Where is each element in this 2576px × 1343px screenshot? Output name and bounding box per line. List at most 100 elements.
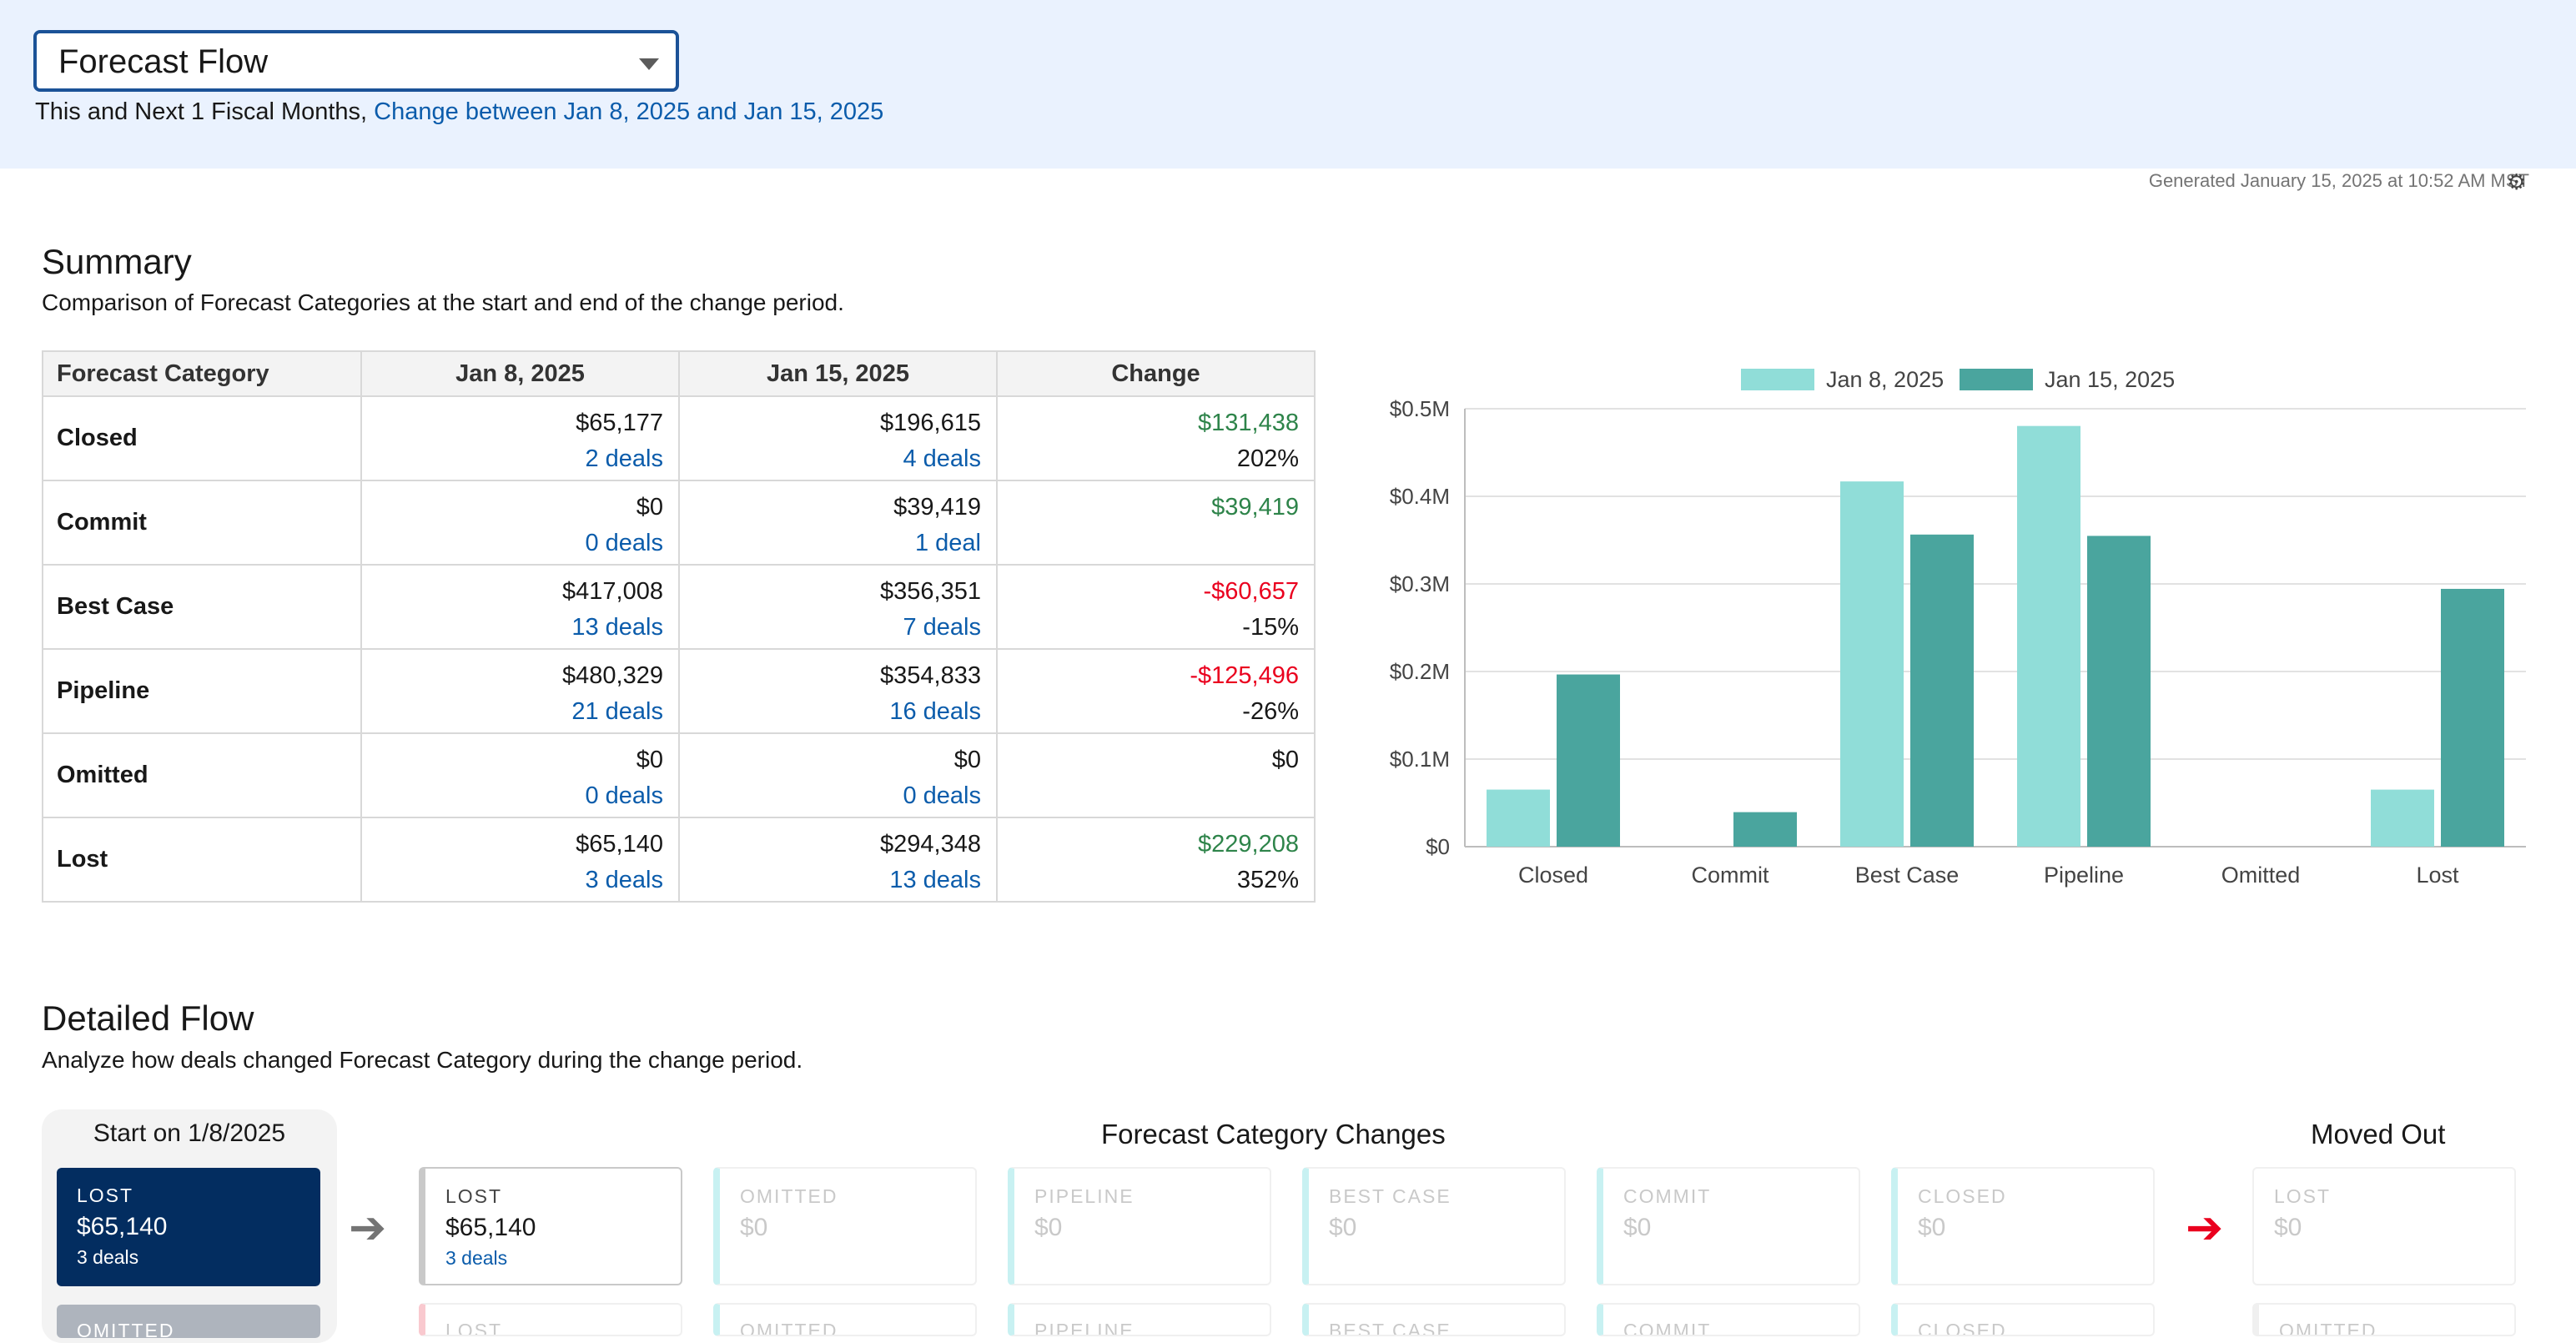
card-deals: 3 deals <box>77 1246 139 1268</box>
change-amount: $131,438 <box>1198 410 1299 436</box>
end-deals-link[interactable]: 0 deals <box>903 782 981 809</box>
bar-lost-series-1[interactable] <box>2441 588 2504 847</box>
start-deals-link[interactable]: 21 deals <box>571 698 663 725</box>
next-row-card[interactable]: LOST <box>419 1303 682 1336</box>
table-row: Omitted $0 0 deals $0 0 deals $0 <box>42 732 1316 818</box>
change-amount: $39,419 <box>1211 494 1299 521</box>
end-cell: $39,419 1 deal <box>678 480 998 566</box>
stay-card-lost[interactable]: LOST $65,140 3 deals <box>419 1167 682 1285</box>
bar-commit-series-1[interactable] <box>1733 812 1797 847</box>
start-deals-link[interactable]: 3 deals <box>585 867 663 893</box>
end-cell: $0 0 deals <box>678 732 998 818</box>
moved-out-card-lost[interactable]: LOST $0 <box>2252 1167 2516 1285</box>
card-title: LOST <box>2274 1185 2332 1207</box>
start-deals-link[interactable]: 0 deals <box>585 782 663 809</box>
table-row: Lost $65,140 3 deals $294,348 13 deals $229,2… <box>42 817 1316 903</box>
change-percent: -26% <box>1242 698 1299 725</box>
change-cell: -$125,496 -26% <box>996 648 1316 734</box>
card-title: BEST CASE <box>1329 1320 1452 1336</box>
changes-title: Forecast Category Changes <box>1101 1119 1446 1149</box>
start-card-lost[interactable]: LOST $65,140 3 deals <box>57 1168 320 1286</box>
change-amount: -$60,657 <box>1203 578 1300 605</box>
summary-title: Summary <box>42 242 192 281</box>
card-amount: $0 <box>1623 1214 1652 1241</box>
end-deals-link[interactable]: 13 deals <box>889 867 981 893</box>
y-tick-label: $0.5M <box>1390 396 1450 421</box>
next-row-card[interactable]: COMMIT <box>1597 1303 1860 1336</box>
row-category: Commit <box>42 480 362 566</box>
card-amount: $65,140 <box>445 1214 536 1241</box>
start-deals-link[interactable]: 2 deals <box>585 445 663 472</box>
legend-swatch[interactable] <box>1741 369 1814 390</box>
card-title: PIPELINE <box>1034 1185 1135 1207</box>
table-row: Best Case $417,008 13 deals $356,351 7 deals… <box>42 564 1316 650</box>
bar-best-case-series-1[interactable] <box>1910 534 1974 847</box>
end-cell: $196,615 4 deals <box>678 395 998 481</box>
card-amount: $0 <box>2274 1214 2302 1241</box>
col-header-category: Forecast Category <box>42 350 362 397</box>
end-deals-link[interactable]: 7 deals <box>903 614 981 641</box>
legend-swatch[interactable] <box>1960 369 2033 390</box>
y-tick-label: $0.2M <box>1390 659 1450 684</box>
change-card-best-case[interactable]: BEST CASE $0 <box>1302 1167 1566 1285</box>
detailed-flow-description: Analyze how deals changed Forecast Categ… <box>42 1047 803 1073</box>
change-cell: $0 <box>996 732 1316 818</box>
next-row-card[interactable]: BEST CASE <box>1302 1303 1566 1336</box>
card-title: OMITTED <box>77 1320 175 1338</box>
card-amount: $0 <box>1329 1214 1357 1241</box>
next-row-card[interactable]: PIPELINE <box>1008 1303 1271 1336</box>
card-amount: $65,140 <box>77 1213 168 1240</box>
change-period-link[interactable]: Change between Jan 8, 2025 and Jan 15, 2… <box>374 98 884 125</box>
generated-timestamp: Generated January 15, 2025 at 10:52 AM M… <box>2148 170 2529 191</box>
legend-label: Jan 15, 2025 <box>2045 367 2175 392</box>
gear-icon[interactable]: ⚙ <box>2507 169 2527 194</box>
start-cell: $417,008 13 deals <box>360 564 680 650</box>
x-tick-label: Commit <box>1692 863 1769 888</box>
card-amount: $0 <box>1034 1214 1063 1241</box>
card-title: LOST <box>445 1320 503 1336</box>
start-deals-link[interactable]: 13 deals <box>571 614 663 641</box>
change-card-omitted[interactable]: OMITTED $0 <box>713 1167 977 1285</box>
next-row-card[interactable]: OMITTED <box>2252 1303 2516 1336</box>
start-cell: $65,140 3 deals <box>360 817 680 903</box>
end-amount: $294,348 <box>880 831 981 858</box>
summary-table: Forecast Category Jan 8, 2025 Jan 15, 20… <box>42 350 1316 903</box>
start-card-omitted[interactable]: OMITTED <box>57 1305 320 1338</box>
change-percent: 352% <box>1236 867 1299 893</box>
card-deals[interactable]: 3 deals <box>445 1247 508 1269</box>
start-cell: $480,329 21 deals <box>360 648 680 734</box>
next-row-card[interactable]: OMITTED <box>713 1303 977 1336</box>
col-header-end: Jan 15, 2025 <box>678 350 998 397</box>
card-title: LOST <box>445 1185 503 1207</box>
y-tick-label: $0.1M <box>1390 747 1450 772</box>
legend-label: Jan 8, 2025 <box>1826 367 1944 392</box>
bar-closed-series-1[interactable] <box>1557 674 1620 847</box>
bar-closed-series-0[interactable] <box>1487 789 1550 847</box>
row-category: Pipeline <box>42 648 362 734</box>
card-title: PIPELINE <box>1034 1320 1135 1336</box>
summary-description: Comparison of Forecast Categories at the… <box>42 289 844 315</box>
start-amount: $417,008 <box>562 578 663 605</box>
detailed-flow-title: Detailed Flow <box>42 998 254 1038</box>
change-card-pipeline[interactable]: PIPELINE $0 <box>1008 1167 1271 1285</box>
forecast-bar-chart: $0 $0.1M $0.2M $0.3M $0.4M $0.5M Closed Commit B… <box>1390 367 2526 888</box>
bar-pipeline-series-1[interactable] <box>2087 536 2151 847</box>
end-deals-link[interactable]: 4 deals <box>903 445 981 472</box>
bar-pipeline-series-0[interactable] <box>2017 425 2080 847</box>
end-deals-link[interactable]: 16 deals <box>889 698 981 725</box>
end-deals-link[interactable]: 1 deal <box>914 530 981 556</box>
next-row-card[interactable]: CLOSED <box>1891 1303 2155 1336</box>
bar-lost-series-0[interactable] <box>2371 789 2434 847</box>
start-cell: $0 0 deals <box>360 732 680 818</box>
report-select[interactable]: Forecast Flow <box>33 30 679 92</box>
start-column: Start on 1/8/2025 LOST $65,140 3 deals O… <box>42 1109 337 1343</box>
y-tick-label: $0.3M <box>1390 571 1450 596</box>
chevron-down-icon <box>639 58 659 70</box>
moved-out-title: Moved Out <box>2311 1119 2446 1149</box>
change-card-commit[interactable]: COMMIT $0 <box>1597 1167 1860 1285</box>
change-card-closed[interactable]: CLOSED $0 <box>1891 1167 2155 1285</box>
bar-best-case-series-0[interactable] <box>1840 481 1904 847</box>
change-percent: -15% <box>1242 614 1299 641</box>
start-deals-link[interactable]: 0 deals <box>585 530 663 556</box>
card-amount: $0 <box>1918 1214 1946 1241</box>
